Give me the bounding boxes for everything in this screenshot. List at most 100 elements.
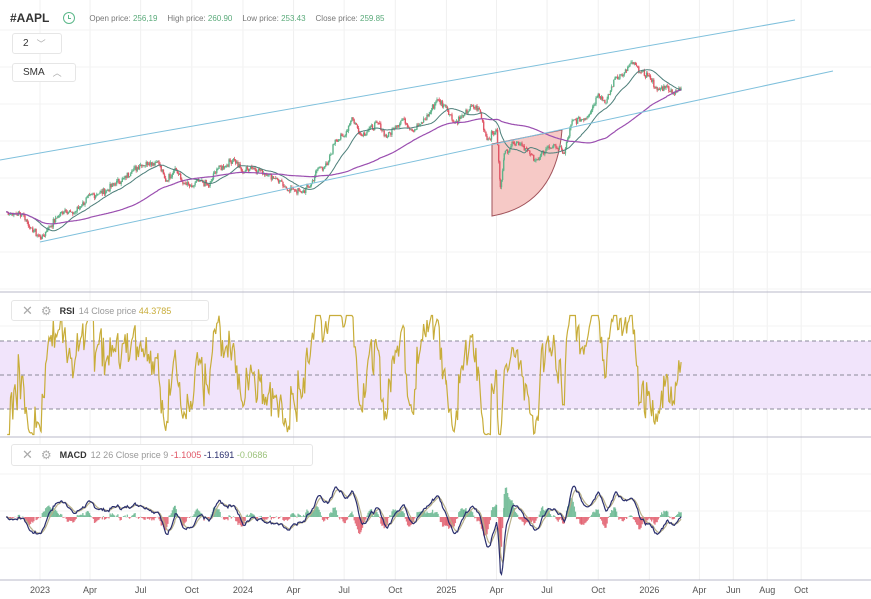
macd-histogram-bar (638, 517, 640, 530)
macd-histogram-bar (477, 517, 479, 521)
macd-histogram-bar (349, 514, 351, 517)
macd-histogram-bar (555, 517, 557, 519)
candle (379, 123, 381, 124)
macd-histogram-bar (386, 517, 389, 524)
macd-histogram-bar (505, 487, 508, 517)
candle (477, 108, 479, 111)
indicator-select[interactable]: SMA ︿ (12, 63, 76, 82)
close-icon[interactable]: ✕ (22, 447, 33, 462)
clock-icon[interactable] (63, 12, 76, 24)
candle (119, 182, 121, 185)
macd-histogram-bar (548, 512, 550, 517)
period-select[interactable]: 2 ﹀ (12, 33, 62, 54)
candle (403, 118, 405, 120)
macd-histogram-bar (35, 517, 37, 521)
candle (43, 235, 46, 237)
macd-histogram-bar (75, 517, 77, 519)
macd-histogram-bar (43, 511, 46, 517)
macd-histogram-bar (357, 517, 360, 534)
candle (629, 63, 631, 67)
macd-histogram-bar (166, 517, 168, 528)
candle (90, 193, 92, 195)
macd-histogram-bar (151, 517, 153, 521)
macd-histogram-bar (302, 514, 305, 517)
macd-histogram-bar (12, 517, 14, 519)
candle (389, 132, 391, 134)
candle (470, 106, 473, 107)
gear-icon[interactable]: ⚙ (40, 448, 52, 462)
macd-histogram-bar (159, 517, 161, 522)
macd-histogram-bar (266, 517, 268, 520)
candle (32, 227, 34, 232)
macd-histogram-bar (549, 514, 552, 517)
candle (348, 124, 351, 126)
macd-histogram-bar (388, 517, 390, 518)
macd-histogram-bar (158, 517, 160, 520)
macd-histogram-bar (95, 517, 97, 523)
macd-histogram-bar (418, 511, 420, 517)
macd-histogram-bar (106, 517, 108, 519)
candle (564, 148, 567, 154)
macd-histogram-bar (572, 501, 574, 517)
candle (614, 76, 617, 79)
candle (146, 162, 149, 165)
candle (65, 209, 67, 212)
candle (421, 122, 424, 124)
candle (110, 183, 112, 187)
macd-histogram-bar (339, 517, 341, 520)
candle (460, 116, 462, 119)
candle (610, 86, 613, 91)
macd-histogram-bar (269, 515, 271, 517)
candle (669, 91, 671, 92)
macd-histogram-bar (554, 516, 556, 517)
candle (305, 187, 307, 193)
candle (76, 207, 78, 212)
candle (512, 142, 514, 143)
macd-histogram-bar (625, 517, 628, 519)
candle (452, 119, 454, 123)
candle (145, 162, 147, 166)
macd-histogram-bar (648, 517, 650, 519)
gear-icon[interactable]: ⚙ (40, 303, 52, 318)
candle (187, 182, 190, 185)
candle (295, 190, 297, 192)
candle (420, 122, 423, 125)
macd-histogram-bar (132, 514, 134, 517)
candle (287, 190, 290, 192)
candle (351, 117, 353, 121)
candle (301, 192, 304, 194)
candle (581, 119, 584, 121)
close-icon[interactable]: ✕ (22, 302, 33, 318)
macd-histogram-bar (368, 511, 370, 517)
candle (441, 101, 444, 108)
macd-histogram-bar (317, 507, 319, 517)
macd-histogram-bar (648, 517, 651, 518)
macd-histogram-bar (245, 515, 247, 517)
macd-histogram-bar (237, 517, 239, 525)
candle (641, 70, 643, 73)
macd-histogram-bar (370, 509, 373, 517)
macd-histogram-bar (439, 517, 442, 523)
macd-histogram-bar (435, 512, 437, 517)
macd-histogram-bar (308, 512, 310, 517)
candle (293, 189, 296, 191)
candle (568, 136, 570, 139)
macd-histogram-bar (193, 514, 195, 517)
candle (359, 132, 361, 135)
candle (29, 227, 32, 229)
candle (276, 178, 279, 180)
macd-histogram-bar (274, 517, 276, 518)
macd-histogram-bar (246, 514, 249, 517)
candle (624, 69, 627, 73)
macd-histogram-bar (215, 508, 217, 517)
candle (114, 183, 117, 185)
macd-histogram-bar (111, 513, 113, 517)
macd-histogram-bar (109, 513, 111, 517)
macd-histogram-bar (381, 517, 383, 526)
candle (451, 114, 453, 120)
candle (406, 123, 409, 128)
candle (338, 139, 341, 141)
candle (665, 85, 668, 87)
candle (557, 148, 559, 150)
